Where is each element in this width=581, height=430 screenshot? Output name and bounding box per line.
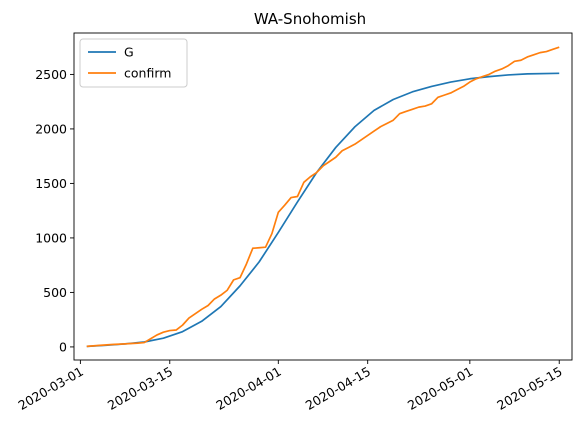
x-tick-label: 2020-04-15 xyxy=(303,364,373,413)
y-tick-label: 1000 xyxy=(35,230,67,245)
legend-label-confirm: confirm xyxy=(124,66,171,81)
y-tick-label: 1500 xyxy=(35,176,67,191)
x-tick-label: 2020-04-01 xyxy=(213,364,283,413)
series-line-confirm xyxy=(86,46,560,348)
x-tick-label: 2020-05-15 xyxy=(494,364,564,413)
x-tick-label: 2020-05-01 xyxy=(405,364,475,413)
chart-title: WA-Snohomish xyxy=(254,10,366,28)
legend-label-G: G xyxy=(124,45,134,60)
y-tick-label: 2500 xyxy=(35,67,67,82)
y-axis: 0 500 1000 1500 2000 2500 xyxy=(35,67,74,354)
y-tick-label: 2000 xyxy=(35,121,67,136)
y-tick-label: 0 xyxy=(59,339,67,354)
x-tick-label: 2020-03-15 xyxy=(105,364,175,413)
y-tick-label: 500 xyxy=(43,285,67,300)
x-axis: 2020-03-01 2020-03-15 2020-04-01 2020-04-15… xyxy=(15,360,565,413)
series-line-G xyxy=(86,72,560,348)
plot-frame xyxy=(73,32,573,361)
lines-layer xyxy=(86,46,560,348)
legend-box xyxy=(79,38,188,88)
x-tick-label: 2020-03-01 xyxy=(15,364,85,413)
